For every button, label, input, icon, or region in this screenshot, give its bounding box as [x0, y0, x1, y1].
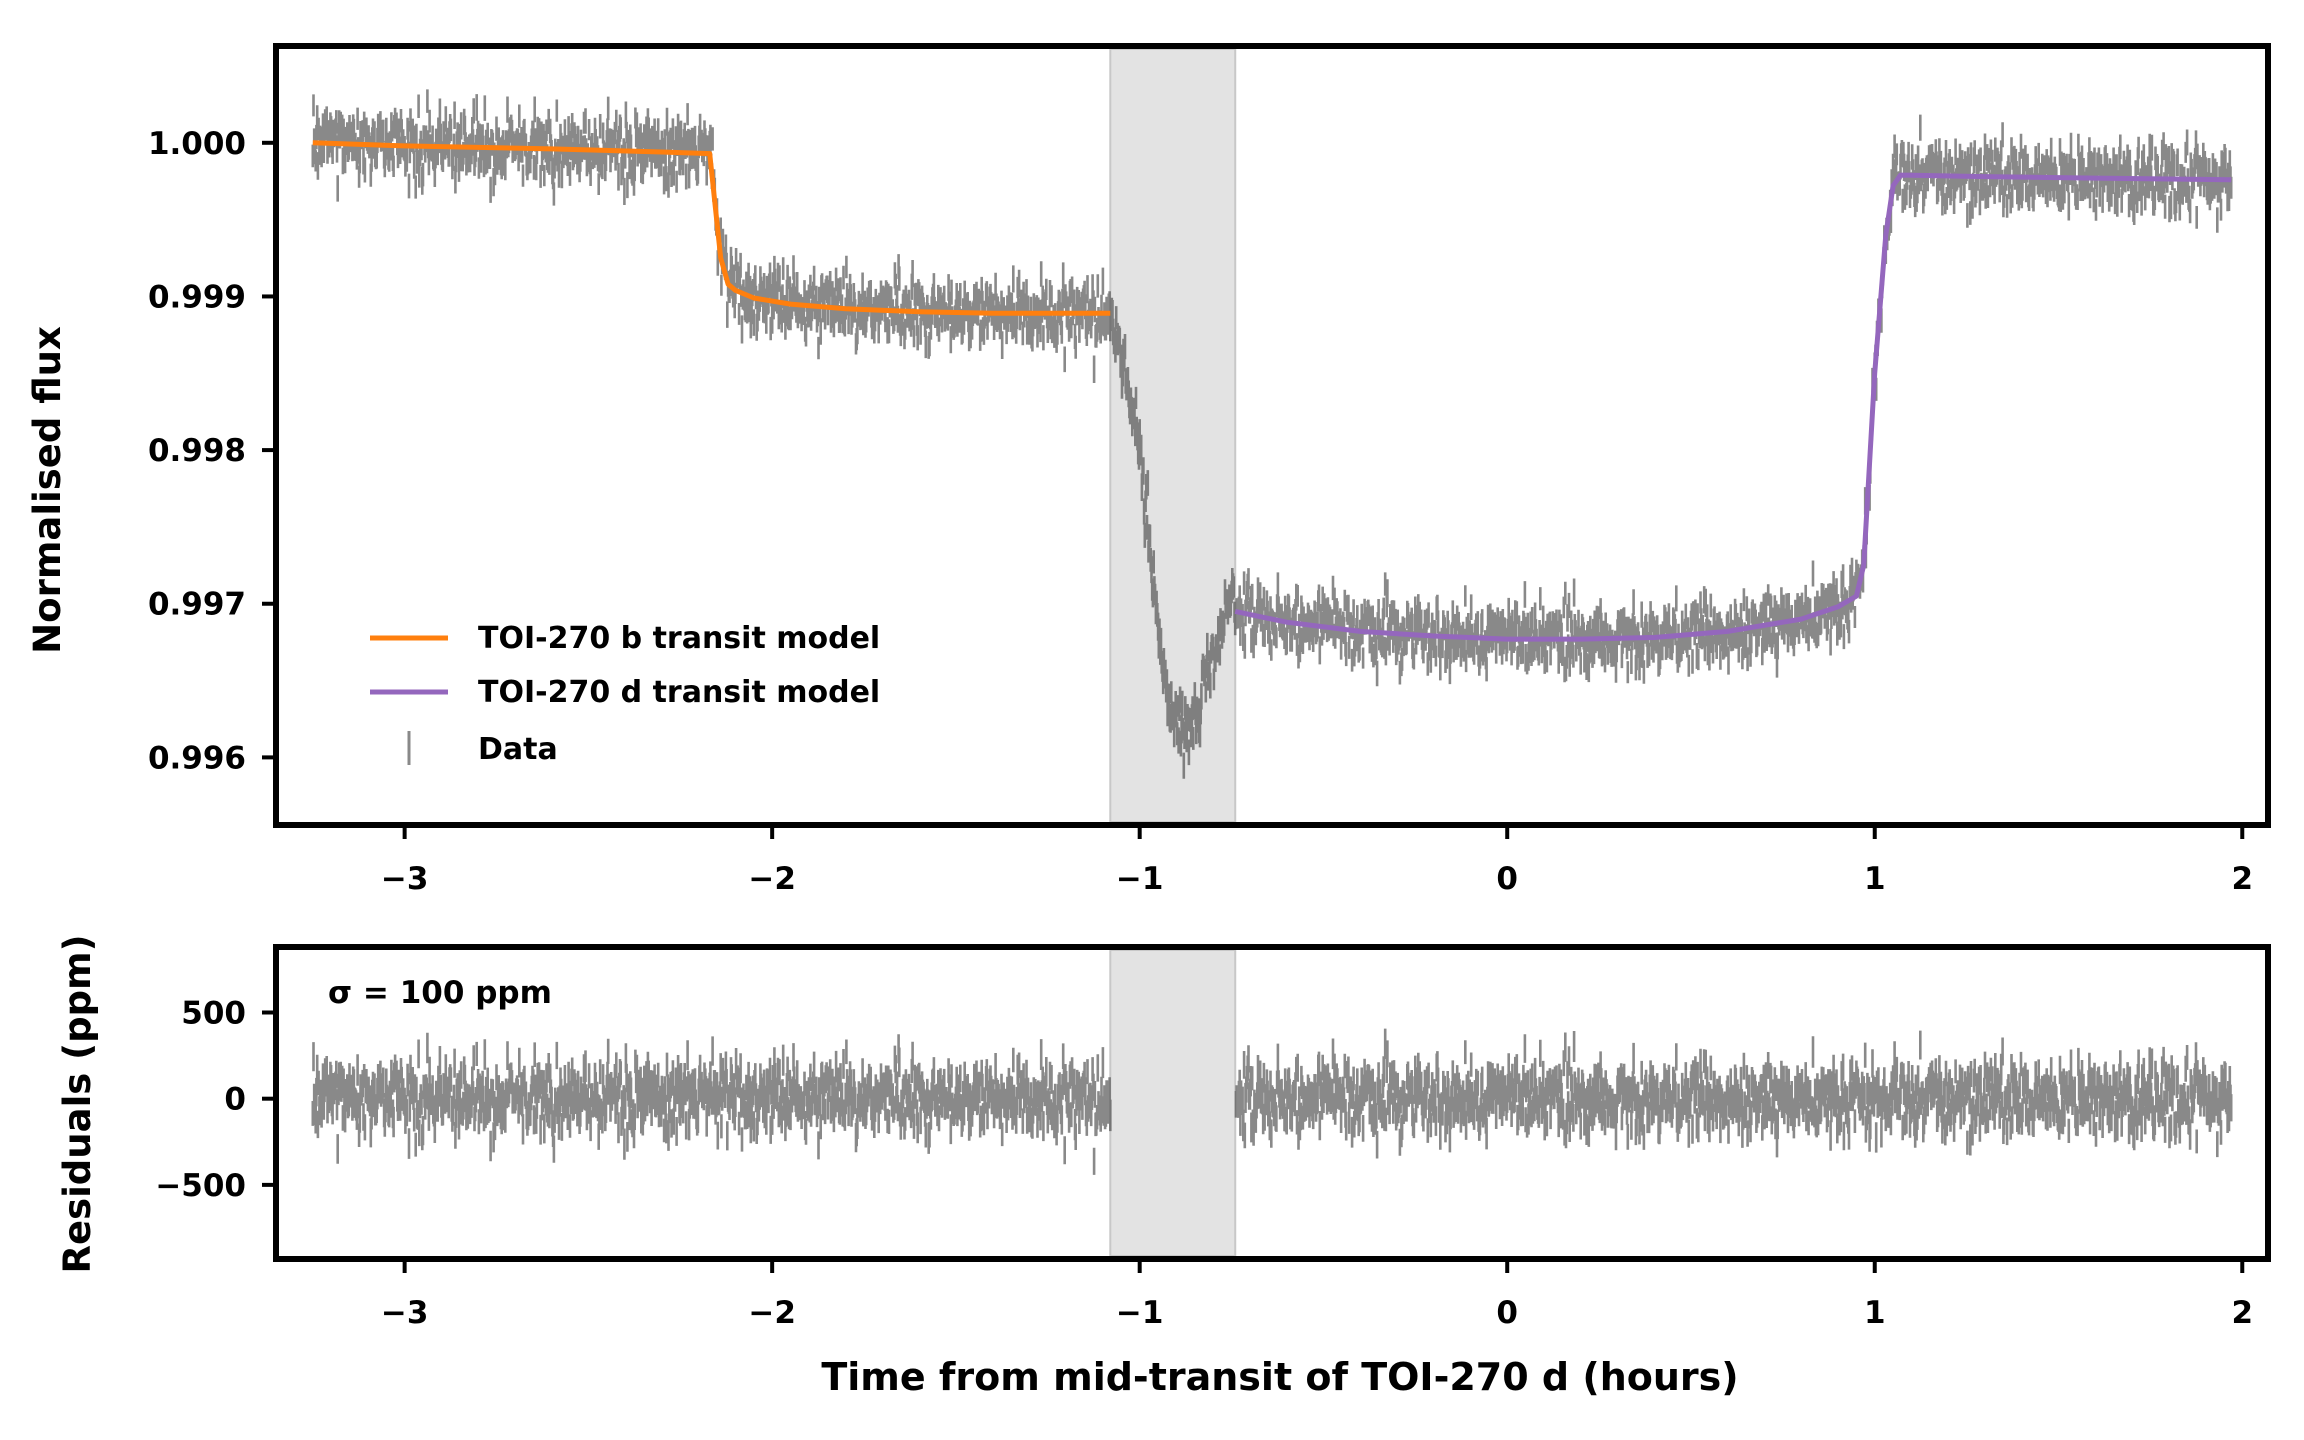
bottom-y-axis-label: Residuals (ppm) — [56, 934, 99, 1273]
top-ytick-label: 0.999 — [148, 279, 246, 315]
bottom-xtick-label: 0 — [1496, 1295, 1518, 1331]
legend-label-b: TOI-270 b transit model — [478, 621, 880, 656]
toi270-b-model-line — [312, 140, 1111, 316]
legend-label-d: TOI-270 d transit model — [478, 675, 880, 710]
bottom-xtick-label: −2 — [748, 1295, 796, 1331]
bottom-xtick-label: 1 — [1864, 1295, 1886, 1331]
top-xtick-label: −1 — [1116, 861, 1164, 897]
bottom-xtick-label: −3 — [381, 1295, 429, 1331]
toi270-d-model-line — [1234, 172, 2232, 642]
top-xtick-label: 2 — [2231, 861, 2253, 897]
legend: TOI-270 b transit model TOI-270 d transi… — [370, 621, 880, 767]
legend-label-data: Data — [478, 732, 558, 767]
top-panel: −3 −2 −1 0 1 2 0.996 0.997 0.998 0.999 1.000 Norm… — [26, 43, 2271, 897]
bottom-ytick-label: 500 — [181, 996, 246, 1032]
top-xtick-label: 0 — [1496, 861, 1518, 897]
bottom-shaded-region — [1109, 949, 1237, 1257]
bottom-axes-frame — [273, 944, 2271, 1262]
bottom-panel: −3 −2 −1 0 1 2 −500 0 500 σ = 100 ppm Residuals… — [56, 934, 2271, 1399]
residual-errorbar-path — [311, 1028, 2233, 1175]
top-xtick-label: −3 — [381, 861, 429, 897]
bottom-xtick-label: 2 — [2231, 1295, 2253, 1331]
bottom-ytick-label: 0 — [224, 1082, 246, 1118]
top-xtick-label: 1 — [1864, 861, 1886, 897]
top-ytick-label: 0.996 — [148, 740, 246, 776]
bottom-y-ticks: −500 0 500 — [155, 996, 276, 1204]
top-y-ticks: 0.996 0.997 0.998 0.999 1.000 — [148, 126, 276, 776]
bottom-xtick-label: −1 — [1116, 1295, 1164, 1331]
bottom-ytick-label: −500 — [155, 1168, 246, 1204]
top-y-axis-label: Normalised flux — [26, 326, 69, 654]
top-x-ticks: −3 −2 −1 0 1 2 — [381, 825, 2253, 897]
top-ytick-label: 0.997 — [148, 587, 246, 623]
top-xtick-label: −2 — [748, 861, 796, 897]
top-ytick-label: 1.000 — [148, 126, 246, 162]
top-axes-frame — [273, 43, 2271, 828]
residual-errorbars — [311, 1028, 2233, 1175]
x-axis-label: Time from mid-transit of TOI-270 d (hour… — [821, 1355, 1738, 1399]
bottom-x-ticks: −3 −2 −1 0 1 2 — [381, 1259, 2253, 1331]
sigma-annotation: σ = 100 ppm — [328, 975, 552, 1011]
top-ytick-label: 0.998 — [148, 433, 246, 469]
